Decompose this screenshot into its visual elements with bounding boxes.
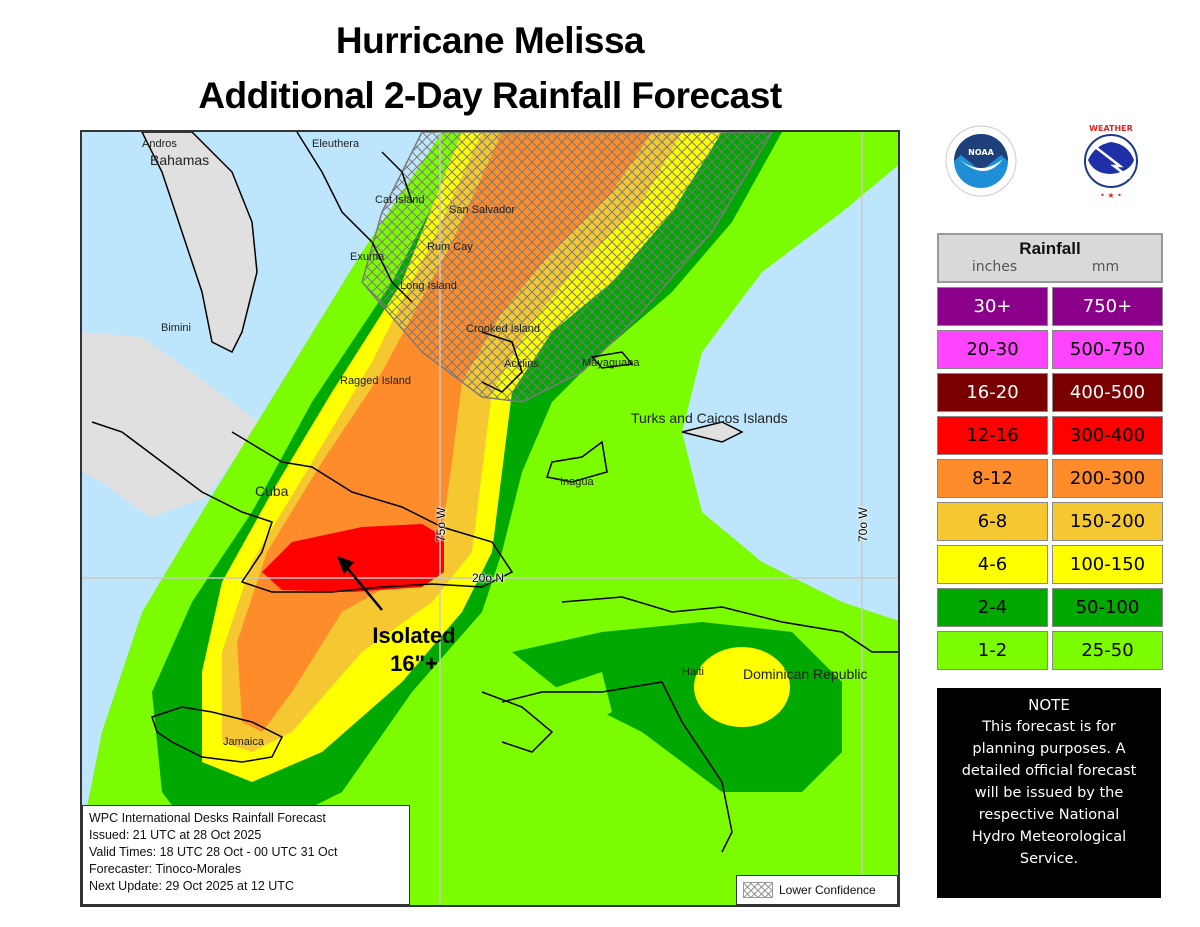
latitude-20n-label: 20o N <box>472 571 505 585</box>
legend-row: 30+ 750+ <box>937 287 1163 326</box>
forecast-info-box: WPC International Desks Rainfall Forecas… <box>82 805 410 905</box>
legend-cell-mm: 100-150 <box>1052 545 1163 584</box>
isolated-16-inch-annotation: Isolated 16"+ <box>344 622 484 678</box>
svg-text:WEATHER: WEATHER <box>1089 124 1133 133</box>
legend-cell-mm: 750+ <box>1052 287 1163 326</box>
longitude-75w-label: 75o W <box>434 507 448 542</box>
legend-row: 16-20 400-500 <box>937 373 1163 412</box>
annotation-line-1: Isolated <box>372 623 456 648</box>
place-label: Crooked Island <box>466 323 540 335</box>
svg-text:• ★ •: • ★ • <box>1100 191 1122 200</box>
legend-cell-mm: 300-400 <box>1052 416 1163 455</box>
place-label: Andros <box>142 138 177 150</box>
legend-row: 4-6 100-150 <box>937 545 1163 584</box>
info-next-update: Next Update: 29 Oct 2025 at 12 UTC <box>89 879 294 893</box>
note-line: Hydro Meteorological <box>971 829 1127 845</box>
legend-cell-inches: 20-30 <box>937 330 1048 369</box>
legend-cell-mm: 400-500 <box>1052 373 1163 412</box>
place-label: Exuma <box>350 251 385 263</box>
place-label: Jamaica <box>223 736 264 748</box>
legend-unit-mm: mm <box>1091 259 1120 275</box>
legend-rows: 30+ 750+ 20-30 500-750 16-20 400-500 12-16 300-… <box>937 287 1163 670</box>
agency-logos: NOAA WEATHER • ★ • <box>935 95 1165 225</box>
legend-cell-mm: 150-200 <box>1052 502 1163 541</box>
info-valid-times: Valid Times: 18 UTC 28 Oct - 00 UTC 31 O… <box>89 845 338 859</box>
place-label: Bimini <box>161 322 191 334</box>
legend-row: 2-4 50-100 <box>937 588 1163 627</box>
crosshatch-icon <box>743 882 773 898</box>
note-line: planning purposes. A <box>972 741 1126 757</box>
note-line: This forecast is for <box>982 719 1116 735</box>
legend-cell-inches: 2-4 <box>937 588 1048 627</box>
place-label: Rum Cay <box>427 241 473 253</box>
place-label: Turks and Caicos Islands <box>631 410 788 426</box>
note-heading: NOTE <box>1028 696 1070 714</box>
note-line: will be issued by the <box>974 785 1124 801</box>
place-label: Cat Island <box>375 194 425 206</box>
legend-cell-mm: 200-300 <box>1052 459 1163 498</box>
legend-cell-inches: 12-16 <box>937 416 1048 455</box>
rainfall-contours <box>82 132 898 905</box>
place-label: Long Island <box>400 280 457 292</box>
legend-unit-inches: inches <box>971 259 1018 275</box>
legend-cell-inches: 30+ <box>937 287 1048 326</box>
place-label: Acklins <box>504 358 539 370</box>
legend-cell-inches: 1-2 <box>937 631 1048 670</box>
place-label: Bahamas <box>150 152 210 168</box>
lower-confidence-legend: Lower Confidence <box>736 875 898 905</box>
planning-note: NOTE This forecast is for planning purpo… <box>937 688 1161 898</box>
legend-row: 12-16 300-400 <box>937 416 1163 455</box>
legend-row: 6-8 150-200 <box>937 502 1163 541</box>
longitude-70w-label: 70o W <box>856 507 870 542</box>
legend-cell-mm: 50-100 <box>1052 588 1163 627</box>
legend-cell-inches: 6-8 <box>937 502 1048 541</box>
legend-title: Rainfall <box>1019 239 1081 258</box>
svg-text:NOAA: NOAA <box>968 148 994 157</box>
place-label: Haiti <box>682 666 705 678</box>
legend-cell-inches: 16-20 <box>937 373 1048 412</box>
map-title-line-1: Hurricane Melissa <box>335 20 645 61</box>
info-product: WPC International Desks Rainfall Forecas… <box>89 811 326 825</box>
annotation-line-2: 16"+ <box>390 651 438 676</box>
place-label: Mayaguana <box>582 357 640 369</box>
note-line: respective National <box>978 807 1120 823</box>
noaa-logo-icon: NOAA <box>945 125 1017 197</box>
info-forecaster: Forecaster: Tinoco-Morales <box>89 862 242 876</box>
map-title-line-2: Additional 2-Day Rainfall Forecast <box>198 75 782 116</box>
legend-row: 8-12 200-300 <box>937 459 1163 498</box>
lower-confidence-label: Lower Confidence <box>779 883 876 897</box>
place-label: Eleuthera <box>312 138 360 150</box>
place-label: Cuba <box>255 483 289 499</box>
legend-cell-mm: 500-750 <box>1052 330 1163 369</box>
info-issued: Issued: 21 UTC at 28 Oct 2025 <box>89 828 262 842</box>
place-label: San Salvador <box>449 204 516 216</box>
legend-header: Rainfall inches mm <box>937 233 1163 283</box>
note-line: Service. <box>1019 851 1079 867</box>
legend-cell-inches: 8-12 <box>937 459 1048 498</box>
rainfall-legend: Rainfall inches mm 30+ 750+ 20-30 500-750 16… <box>937 233 1163 670</box>
legend-cell-mm: 25-50 <box>1052 631 1163 670</box>
legend-row: 1-2 25-50 <box>937 631 1163 670</box>
nws-logo-icon: WEATHER • ★ • <box>1072 122 1150 200</box>
place-label: Dominican Republic <box>743 666 868 682</box>
note-line: detailed official forecast <box>961 763 1137 779</box>
place-label: Inagua <box>560 476 594 488</box>
legend-row: 20-30 500-750 <box>937 330 1163 369</box>
rainfall-map: Andros Bahamas Eleuthera Cat Island San Salv… <box>80 130 900 907</box>
place-label: Ragged Island <box>340 375 411 387</box>
legend-cell-inches: 4-6 <box>937 545 1048 584</box>
